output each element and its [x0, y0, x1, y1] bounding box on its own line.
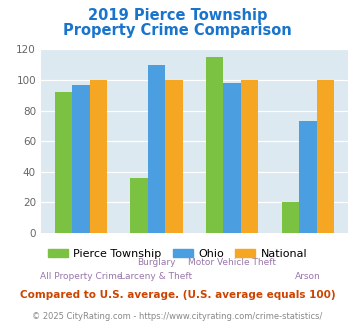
- Text: Motor Vehicle Theft: Motor Vehicle Theft: [188, 258, 276, 267]
- Bar: [148, 65, 165, 233]
- Text: Larceny & Theft: Larceny & Theft: [120, 272, 193, 280]
- Bar: [165, 80, 182, 233]
- Bar: [282, 202, 299, 233]
- Bar: [317, 80, 334, 233]
- Legend: Pierce Township, Ohio, National: Pierce Township, Ohio, National: [43, 245, 312, 263]
- Text: © 2025 CityRating.com - https://www.cityrating.com/crime-statistics/: © 2025 CityRating.com - https://www.city…: [32, 312, 323, 321]
- Bar: [224, 83, 241, 233]
- Bar: [89, 80, 107, 233]
- Bar: [299, 121, 317, 233]
- Text: Compared to U.S. average. (U.S. average equals 100): Compared to U.S. average. (U.S. average …: [20, 290, 335, 300]
- Text: 2019 Pierce Township: 2019 Pierce Township: [88, 8, 267, 23]
- Text: Burglary: Burglary: [137, 258, 176, 267]
- Bar: [55, 92, 72, 233]
- Text: Property Crime Comparison: Property Crime Comparison: [63, 23, 292, 38]
- Text: Arson: Arson: [295, 272, 321, 280]
- Bar: [130, 178, 148, 233]
- Bar: [241, 80, 258, 233]
- Bar: [206, 57, 224, 233]
- Text: All Property Crime: All Property Crime: [40, 272, 122, 280]
- Bar: [72, 84, 89, 233]
